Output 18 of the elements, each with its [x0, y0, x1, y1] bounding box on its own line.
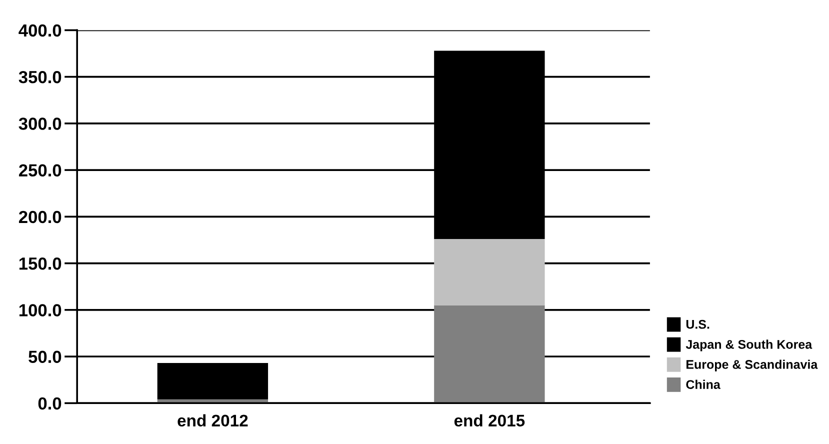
- y-tick-label: 300.0: [18, 118, 62, 130]
- legend-label: U.S.: [686, 320, 710, 329]
- x-tick-label: end 2012: [178, 414, 248, 427]
- y-tick-label: 400.0: [18, 24, 62, 37]
- bar: [434, 305, 545, 404]
- y-tick-label: 250.0: [18, 164, 62, 177]
- legend-label: China: [686, 380, 720, 389]
- y-tick-label: 200.0: [18, 210, 62, 224]
- legend-label: Japan & South Korea: [686, 340, 812, 352]
- x-tick-label: end 2015: [454, 414, 525, 427]
- y-tick-label: 0.0: [38, 397, 62, 410]
- y-tick-label: 150.0: [19, 257, 62, 270]
- y-tick-label: 50.0: [28, 350, 62, 363]
- y-tick-label: 100.0: [19, 304, 62, 316]
- bar: [157, 363, 268, 400]
- y-tick-label: 350.0: [18, 70, 62, 84]
- legend-label: Europe & Scandinavia: [686, 360, 818, 372]
- bar: [434, 239, 545, 306]
